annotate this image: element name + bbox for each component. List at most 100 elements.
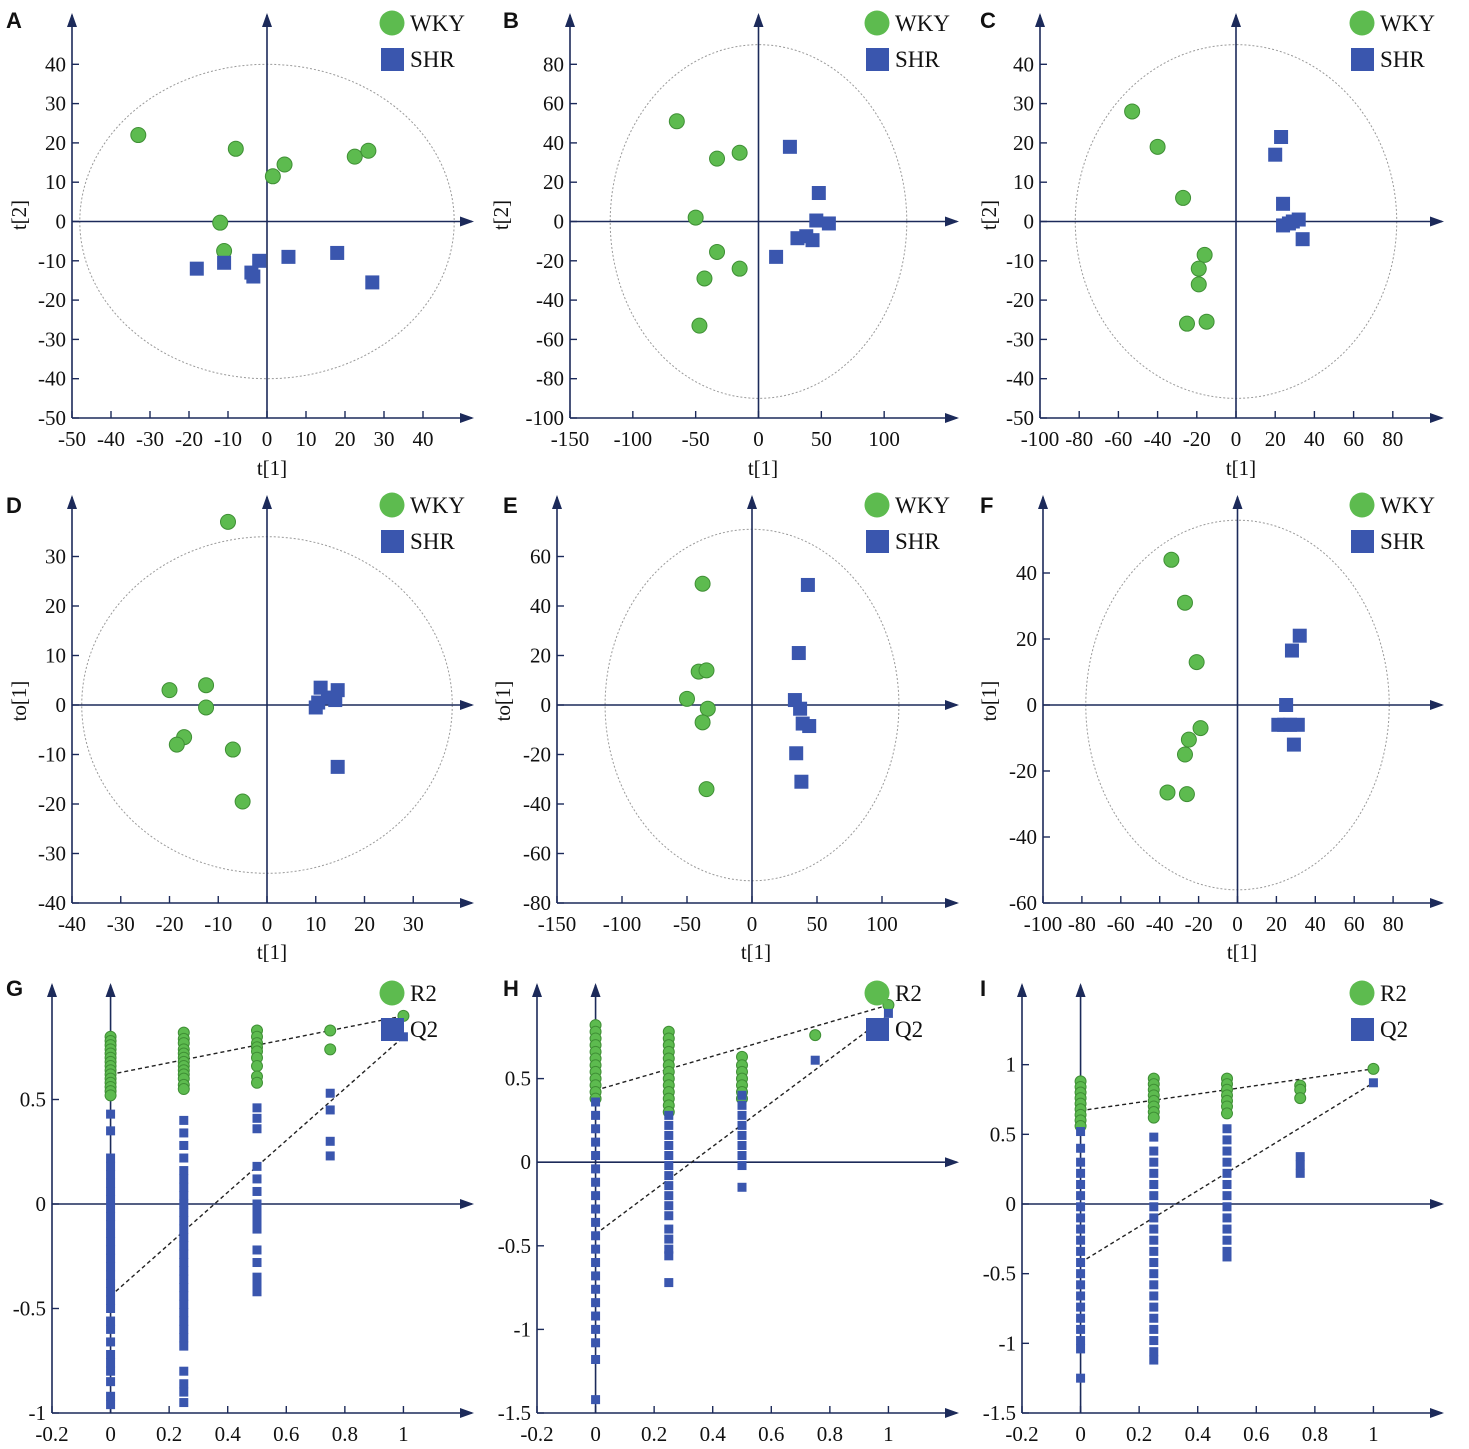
point-q2 <box>664 1130 674 1140</box>
legend-label: R2 <box>410 981 437 1006</box>
legend-label: WKY <box>1380 11 1435 36</box>
point-q2 <box>591 1217 601 1227</box>
y-tick-label: 40 <box>1016 561 1037 585</box>
point-q2 <box>591 1258 601 1268</box>
zero-line-arrow <box>262 495 272 509</box>
point-shr <box>805 233 820 248</box>
x-tick-label: 0 <box>1232 912 1243 936</box>
y-tick-label: -1 <box>999 1331 1017 1355</box>
point-q2 <box>1076 1179 1086 1189</box>
legend-circle-icon <box>864 980 890 1006</box>
point-q2 <box>179 1216 189 1226</box>
point-q2 <box>737 1120 747 1130</box>
x-tick-label: -20 <box>156 912 184 936</box>
y-tick-label: 40 <box>45 52 66 76</box>
x-tick-label: 0.2 <box>1126 1422 1152 1446</box>
x-tick-label: 0 <box>590 1422 601 1446</box>
zero-line-arrow <box>945 1157 959 1168</box>
point-q2 <box>1076 1235 1086 1245</box>
y-tick-label: -20 <box>38 792 66 816</box>
y-tick-label: 20 <box>543 170 564 194</box>
x-tick-label: 1 <box>883 1422 894 1446</box>
point-q2 <box>179 1387 189 1397</box>
panel-label: G <box>6 976 23 1001</box>
x-axis-label: t[1] <box>1226 456 1256 480</box>
x-tick-label: 20 <box>335 427 356 451</box>
point-q2 <box>106 1161 116 1171</box>
point-q2 <box>1076 1246 1086 1256</box>
x-tick-label: -150 <box>551 427 590 451</box>
zero-line-arrow <box>262 13 272 27</box>
y-axis-arrow <box>1035 13 1045 27</box>
x-axis-arrow <box>460 898 474 908</box>
point-q2 <box>664 1120 674 1130</box>
y-tick-label: 0 <box>56 210 67 234</box>
point-shr <box>189 261 204 276</box>
point-wky <box>1190 276 1207 293</box>
r2-regression-line <box>595 1004 889 1091</box>
zero-line-arrow <box>590 983 601 997</box>
point-wky <box>709 243 726 260</box>
x-tick-label: -80 <box>1068 912 1096 936</box>
y-tick-label: -10 <box>1006 249 1034 273</box>
x-tick-label: 0.4 <box>700 1422 727 1446</box>
zero-line-arrow <box>105 983 116 997</box>
x-tick-label: -30 <box>107 912 135 936</box>
point-q2 <box>179 1379 189 1389</box>
x-tick-label: 0 <box>1231 427 1242 451</box>
x-tick-label: 50 <box>811 427 832 451</box>
series-wky <box>679 575 716 798</box>
point-q2 <box>106 1304 116 1313</box>
legend-circle-icon <box>379 492 405 518</box>
x-tick-label: 0.2 <box>641 1422 667 1446</box>
y-tick-label: 0 <box>1027 693 1038 717</box>
y-tick-label: 0 <box>541 693 552 717</box>
point-q2 <box>106 1287 116 1297</box>
x-axis-label: t[1] <box>741 940 771 964</box>
point-q2 <box>1149 1191 1159 1201</box>
y-tick-label: -60 <box>1009 891 1037 915</box>
point-q2 <box>664 1201 674 1211</box>
x-tick-label: 20 <box>1265 427 1286 451</box>
point-q2 <box>1076 1143 1086 1153</box>
panel-e: E -150 -100 -50 0 50 100 60 40 20 0 -20 -40 -60 -80 t[1… <box>491 492 959 964</box>
legend-label: SHR <box>1380 529 1425 554</box>
point-q2 <box>179 1182 189 1192</box>
point-q2 <box>1149 1291 1159 1301</box>
point-q2 <box>1076 1324 1086 1334</box>
point-q2 <box>591 1298 601 1308</box>
y-tick-label: -40 <box>1006 367 1034 391</box>
point-r2 <box>104 1089 117 1102</box>
point-q2 <box>1076 1313 1086 1323</box>
point-shr <box>1276 196 1291 211</box>
point-shr <box>791 646 806 661</box>
series-wky <box>1159 551 1209 803</box>
point-q2 <box>591 1354 601 1364</box>
point-q2 <box>325 1105 335 1115</box>
point-shr <box>821 216 836 231</box>
point-q2 <box>664 1224 674 1234</box>
point-q2 <box>1222 1246 1232 1256</box>
y-tick-label: 30 <box>45 545 66 569</box>
point-q2 <box>106 1295 116 1305</box>
y-tick-label: 0 <box>36 1192 47 1216</box>
point-q2 <box>252 1216 262 1226</box>
point-q2 <box>591 1164 601 1174</box>
point-q2 <box>106 1203 116 1213</box>
series-shr <box>1268 130 1310 247</box>
y-tick-label: -0.5 <box>983 1262 1016 1286</box>
zero-line-arrow <box>1430 216 1444 227</box>
legend-label: SHR <box>895 529 940 554</box>
legend-square-icon <box>381 48 404 71</box>
x-tick-label: -100 <box>1021 427 1060 451</box>
y-tick-label: -20 <box>536 249 564 273</box>
point-shr <box>330 759 345 774</box>
y-axis-label: t[2] <box>977 200 1001 230</box>
y-tick-label: -30 <box>1006 327 1034 351</box>
x-tick-label: -40 <box>1146 912 1174 936</box>
panel-a: A -50 -40 -30 -20 -10 0 10 20 30 40 40 30 20 10 0 -10 -20… <box>6 8 474 480</box>
point-shr <box>802 719 817 734</box>
point-q2 <box>664 1171 674 1181</box>
